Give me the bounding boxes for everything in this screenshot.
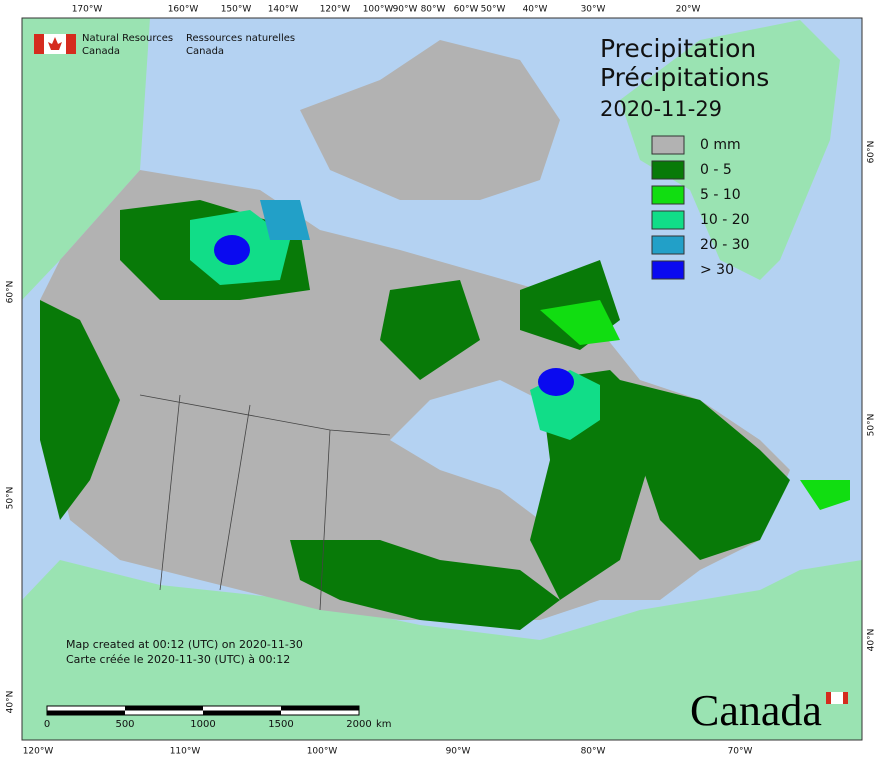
hudson-bay [390, 380, 560, 520]
wordmark: Canada [690, 686, 822, 735]
lon-label: 90°W [446, 747, 471, 757]
greenland [620, 20, 840, 280]
legend-swatch [651, 235, 685, 255]
lon-label: 160°W [168, 5, 199, 15]
precip-20-30 [260, 200, 310, 240]
scale-label: 1500 [268, 719, 293, 730]
precip-0-5 [40, 300, 120, 520]
wordmark-flag-bar [843, 692, 848, 704]
logo-text-en: Canada [82, 46, 120, 57]
lon-label: 90°W [393, 5, 418, 15]
lon-label: 100°W [307, 747, 338, 757]
lon-label: 80°W [421, 5, 446, 15]
lon-label: 100°W [363, 5, 394, 15]
lat-label: 50°N [6, 487, 16, 510]
lon-label: 70°W [728, 747, 753, 757]
scale-label: 0 [44, 719, 50, 730]
lon-label: 40°W [523, 5, 548, 15]
title: Precipitation [600, 34, 756, 63]
flag-bar [66, 34, 76, 54]
boundaries [139, 394, 391, 611]
precip-5-10 [540, 300, 620, 345]
lon-label: 110°W [170, 747, 201, 757]
lon-label: 120°W [320, 5, 351, 15]
wordmark-flag-bar [826, 692, 831, 704]
precip-over-30 [214, 235, 250, 265]
precip-5-10 [800, 480, 850, 510]
precip-0-5 [380, 280, 480, 380]
lon-label: 30°W [581, 5, 606, 15]
maple-leaf [48, 37, 62, 50]
scale-unit: km [376, 719, 392, 730]
title: Précipitations [600, 63, 769, 92]
scale-bar [46, 705, 360, 716]
logo-text-fr: Canada [186, 46, 224, 57]
legend-label: 0 mm [700, 137, 741, 153]
logo-text-fr: Ressources naturelles [186, 33, 295, 44]
logo-text-en: Natural Resources [82, 33, 173, 44]
lon-label: 20°W [676, 5, 701, 15]
alaska [22, 18, 150, 300]
scale-segment [203, 710, 281, 715]
lat-label: 60°N [867, 141, 877, 164]
precip-over-30 [538, 368, 574, 396]
scale-segment [281, 706, 359, 711]
scale-label: 500 [115, 719, 134, 730]
lon-label: 60°W [454, 5, 479, 15]
united-states [22, 560, 862, 740]
scale-segment [47, 710, 125, 715]
legend-label: 20 - 30 [700, 237, 750, 253]
legend-swatch [651, 160, 685, 180]
map-layers [22, 18, 862, 740]
lon-label: 50°W [481, 5, 506, 15]
lat-label: 50°N [867, 414, 877, 437]
legend-swatch [651, 135, 685, 155]
legend-swatch [651, 260, 685, 280]
lat-label: 40°N [867, 629, 877, 652]
arctic-islands [300, 40, 560, 200]
date: 2020-11-29 [600, 97, 722, 121]
scale-label: 2000 [346, 719, 371, 730]
flag-bar [34, 34, 44, 54]
legend-swatch [651, 185, 685, 205]
lon-label: 170°W [72, 5, 103, 15]
scale-label: 1000 [190, 719, 215, 730]
map-note: Map created at 00:12 (UTC) on 2020-11-30 [66, 638, 303, 651]
precip-0-5 [620, 380, 790, 560]
legend-swatch [651, 210, 685, 230]
lat-label: 60°N [6, 281, 16, 304]
lon-label: 140°W [268, 5, 299, 15]
precip-0-5 [290, 540, 560, 630]
scale-segment [125, 706, 203, 711]
legend-label: 5 - 10 [700, 187, 741, 203]
lon-label: 150°W [221, 5, 252, 15]
lon-label: 120°W [23, 747, 54, 757]
legend-label: 0 - 5 [700, 162, 732, 178]
legend-label: > 30 [700, 262, 734, 278]
lon-label: 80°W [581, 747, 606, 757]
wordmark-flag [826, 692, 848, 704]
legend-label: 10 - 20 [700, 212, 750, 228]
lat-label: 40°N [6, 691, 16, 714]
map-frame [21, 17, 863, 741]
map-note: Carte créée le 2020-11-30 (UTC) à 00:12 [66, 653, 290, 666]
